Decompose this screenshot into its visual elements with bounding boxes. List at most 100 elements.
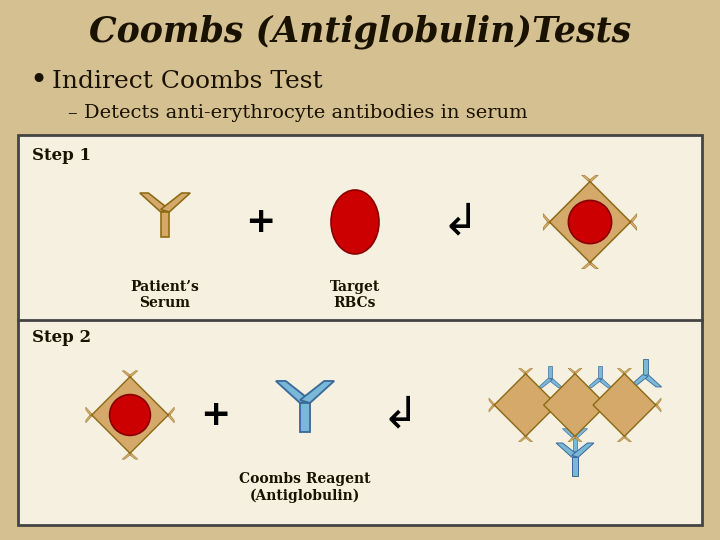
Text: ↲: ↲ — [441, 200, 479, 244]
Polygon shape — [582, 175, 591, 181]
Polygon shape — [524, 374, 527, 381]
Polygon shape — [572, 443, 594, 457]
Polygon shape — [656, 404, 661, 412]
Polygon shape — [300, 403, 310, 431]
Polygon shape — [574, 374, 576, 381]
Polygon shape — [562, 429, 577, 438]
Polygon shape — [548, 366, 552, 379]
Polygon shape — [617, 436, 626, 442]
Polygon shape — [549, 220, 558, 224]
Polygon shape — [168, 414, 174, 423]
Text: Patient’s
Serum: Patient’s Serum — [130, 280, 199, 310]
Polygon shape — [568, 436, 576, 442]
Polygon shape — [556, 443, 578, 457]
Ellipse shape — [331, 190, 379, 254]
Polygon shape — [573, 438, 577, 450]
Text: Step 1: Step 1 — [32, 146, 91, 164]
Text: ↲: ↲ — [382, 394, 418, 436]
Polygon shape — [543, 220, 549, 231]
Polygon shape — [624, 368, 631, 374]
Polygon shape — [140, 193, 169, 212]
Polygon shape — [588, 181, 591, 190]
Polygon shape — [624, 374, 626, 381]
Polygon shape — [86, 414, 91, 423]
Polygon shape — [588, 262, 598, 269]
Polygon shape — [574, 429, 576, 436]
Polygon shape — [161, 212, 169, 237]
Text: +: + — [245, 205, 275, 239]
Polygon shape — [494, 374, 557, 436]
Polygon shape — [588, 404, 593, 412]
Polygon shape — [544, 374, 606, 436]
Polygon shape — [86, 407, 91, 416]
Polygon shape — [276, 381, 310, 403]
Polygon shape — [573, 429, 588, 438]
Polygon shape — [582, 262, 591, 269]
Polygon shape — [622, 220, 631, 224]
Polygon shape — [518, 436, 527, 442]
Polygon shape — [161, 193, 190, 212]
Polygon shape — [122, 453, 131, 459]
Polygon shape — [588, 175, 598, 181]
Polygon shape — [557, 404, 562, 412]
Polygon shape — [539, 398, 544, 406]
Polygon shape — [543, 214, 549, 224]
Polygon shape — [617, 368, 626, 374]
Polygon shape — [550, 404, 557, 406]
Polygon shape — [587, 379, 602, 388]
Polygon shape — [593, 404, 600, 406]
Polygon shape — [518, 368, 527, 374]
Polygon shape — [300, 381, 334, 403]
Ellipse shape — [603, 384, 645, 426]
Polygon shape — [572, 457, 578, 476]
Text: – Detects anti-erythrocyte antibodies in serum: – Detects anti-erythrocyte antibodies in… — [68, 104, 528, 122]
Polygon shape — [557, 398, 562, 406]
Polygon shape — [489, 404, 494, 412]
Polygon shape — [129, 377, 131, 384]
Text: +: + — [200, 398, 230, 432]
Polygon shape — [629, 375, 648, 387]
Polygon shape — [588, 254, 591, 262]
Polygon shape — [544, 404, 551, 406]
Polygon shape — [593, 374, 656, 436]
Polygon shape — [574, 368, 582, 374]
FancyBboxPatch shape — [18, 135, 702, 525]
Polygon shape — [606, 398, 612, 406]
Polygon shape — [642, 359, 648, 375]
Polygon shape — [129, 453, 138, 459]
Polygon shape — [122, 371, 131, 377]
Polygon shape — [548, 379, 563, 388]
Polygon shape — [600, 404, 606, 406]
Text: Coombs Reagent
(Antiglobulin): Coombs Reagent (Antiglobulin) — [239, 472, 371, 503]
Polygon shape — [524, 436, 533, 442]
Polygon shape — [598, 379, 612, 388]
Text: Indirect Coombs Test: Indirect Coombs Test — [52, 71, 323, 93]
Ellipse shape — [554, 384, 596, 426]
Polygon shape — [598, 366, 602, 379]
Text: •: • — [29, 66, 47, 98]
Polygon shape — [524, 368, 533, 374]
Polygon shape — [549, 181, 631, 262]
Polygon shape — [631, 214, 636, 224]
Polygon shape — [624, 429, 626, 436]
Polygon shape — [129, 371, 138, 377]
Polygon shape — [538, 379, 552, 388]
Text: Step 2: Step 2 — [32, 329, 91, 347]
Ellipse shape — [568, 200, 611, 244]
Polygon shape — [168, 407, 174, 416]
Polygon shape — [129, 446, 131, 453]
Polygon shape — [91, 377, 168, 453]
Text: Target
RBCs: Target RBCs — [330, 280, 380, 310]
Polygon shape — [649, 404, 656, 406]
Text: Coombs (Antiglobulin)Tests: Coombs (Antiglobulin)Tests — [89, 15, 631, 49]
Polygon shape — [489, 398, 494, 406]
Polygon shape — [606, 404, 612, 412]
Polygon shape — [494, 404, 501, 406]
Polygon shape — [568, 368, 576, 374]
Polygon shape — [588, 398, 593, 406]
Polygon shape — [91, 414, 99, 416]
Polygon shape — [642, 375, 662, 387]
Polygon shape — [631, 220, 636, 231]
Polygon shape — [624, 436, 631, 442]
Polygon shape — [539, 404, 544, 412]
